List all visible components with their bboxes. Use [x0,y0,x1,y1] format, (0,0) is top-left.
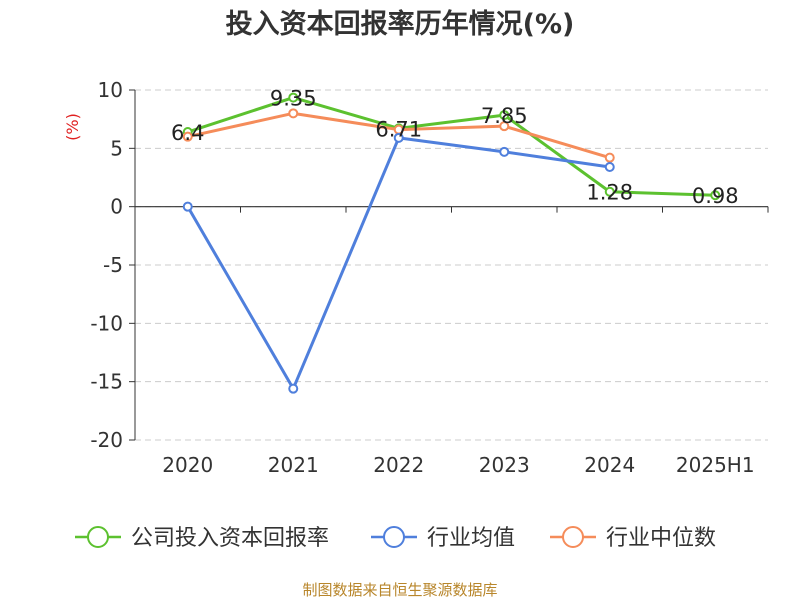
y-tick-label: 5 [110,136,123,160]
data-point-2 [499,121,510,132]
data-label: 0.98 [692,184,739,208]
data-point-0 [499,110,510,121]
y-tick-label: -20 [90,428,123,452]
series-layer [182,92,721,394]
x-tick-label: 2022 [373,453,424,477]
legend-label-2: 行业中位数 [606,526,716,551]
data-point-0 [288,92,299,103]
data-point-1 [288,383,299,394]
x-tick-label: 2024 [584,453,635,477]
series-line-0 [187,96,716,197]
data-point-0 [604,186,615,197]
data-point-1 [393,132,404,143]
data-label: 6.71 [375,117,422,141]
y-tick-label: 0 [110,195,123,219]
axes: 10 5 0 -5 -10 -15 -20 2020 2021 2022 2023 2024 2025H… [90,78,769,477]
x-tick-label: 2020 [162,453,213,477]
legend-marker-0 [87,526,109,548]
data-point-0 [710,190,721,201]
x-tick-label: 2023 [479,453,530,477]
grid-lines [135,89,768,441]
y-tick-label: -5 [103,253,123,277]
x-tick-label: 2025H1 [676,453,755,477]
chart-title: 投入资本回报率历年情况(%) [226,8,575,40]
legend-marker-1 [383,526,405,548]
data-point-1 [604,162,615,172]
data-point-2 [604,152,615,163]
legend-label-0: 公司投入资本回报率 [131,526,329,551]
y-tick-label: -10 [90,311,123,335]
legend-label-1: 行业均值 [427,526,515,551]
y-axis-label: (%) [63,113,82,141]
data-point-2 [288,108,299,119]
data-label: 9.35 [270,87,317,111]
legend: 公司投入资本回报率 行业均值 行业中位数 [75,526,716,551]
data-label: 7.85 [481,104,528,128]
y-tick-label: -15 [90,370,123,394]
data-label: 1.28 [586,181,633,205]
source-note: 制图数据来自恒生聚源数据库 [302,581,497,599]
data-point-1 [499,146,510,157]
data-point-2 [182,131,193,142]
data-labels: 6.4 9.35 6.71 7.85 1.28 0.98 [171,87,739,209]
legend-marker-2 [562,526,584,548]
x-tick-label: 2021 [268,453,319,477]
y-tick-label: 10 [98,78,123,102]
data-point-1 [182,201,193,212]
data-label: 6.4 [171,121,204,145]
series-line-1 [186,136,610,391]
